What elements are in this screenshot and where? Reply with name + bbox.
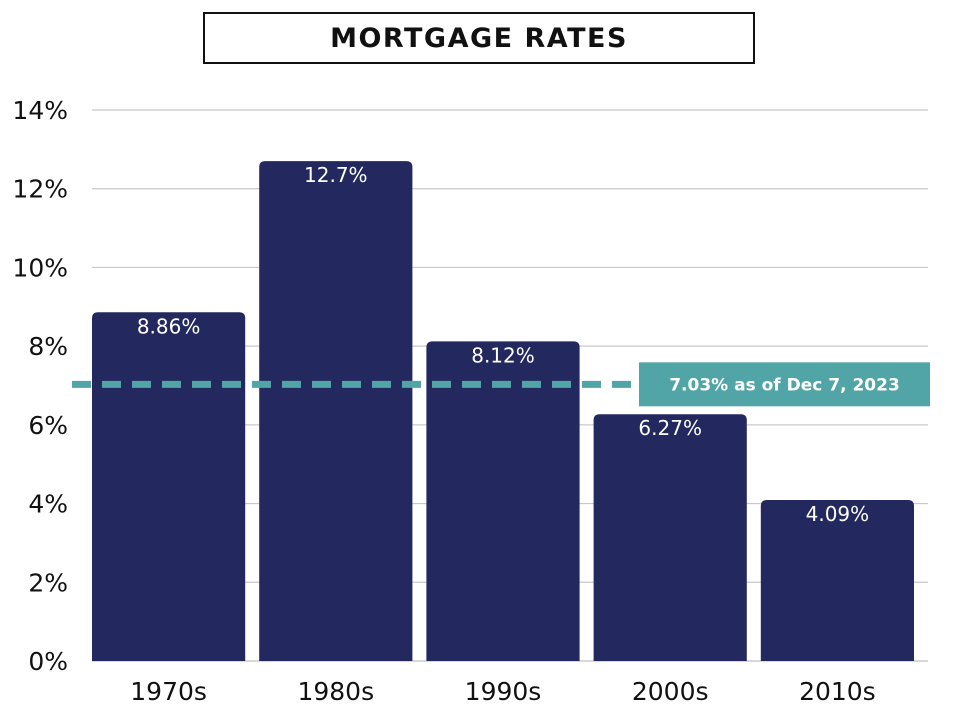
- data-label: 8.12%: [471, 343, 535, 367]
- x-tick-label: 1990s: [465, 677, 542, 706]
- chart-title: MORTGAGE RATES: [203, 12, 755, 64]
- reference-label: 7.03% as of Dec 7, 2023: [669, 375, 900, 395]
- x-tick-label: 1980s: [297, 677, 374, 706]
- y-tick-label: 12%: [12, 175, 68, 204]
- x-axis-ticks: 1970s 1980s 1990s 2000s 2010s: [130, 677, 875, 706]
- bar-1970s: [92, 312, 246, 661]
- bar-1980s: [259, 161, 413, 661]
- x-tick-label: 1970s: [130, 677, 207, 706]
- bar-2010s: [760, 500, 914, 661]
- y-tick-label: 6%: [28, 411, 68, 440]
- bar-1990s: [426, 341, 580, 661]
- data-label: 4.09%: [806, 502, 870, 526]
- x-tick-label: 2010s: [799, 677, 876, 706]
- data-label: 8.86%: [137, 314, 201, 338]
- y-tick-label: 10%: [12, 253, 68, 282]
- y-tick-label: 8%: [28, 332, 68, 361]
- bar-2000s: [593, 414, 747, 661]
- y-axis-ticks: 0% 2% 4% 6% 8% 10% 12% 14%: [12, 96, 68, 676]
- y-tick-label: 0%: [28, 647, 68, 676]
- data-label: 12.7%: [304, 163, 368, 187]
- y-tick-label: 2%: [28, 568, 68, 597]
- reference-line-group: 7.03% as of Dec 7, 2023: [72, 362, 930, 407]
- data-label: 6.27%: [638, 416, 702, 440]
- bars: 8.86% 12.7% 8.12% 6.27% 4.09%: [92, 161, 914, 661]
- reference-label-box: [639, 362, 930, 407]
- x-tick-label: 2000s: [632, 677, 709, 706]
- y-tick-label: 14%: [12, 96, 68, 125]
- y-tick-label: 4%: [28, 490, 68, 519]
